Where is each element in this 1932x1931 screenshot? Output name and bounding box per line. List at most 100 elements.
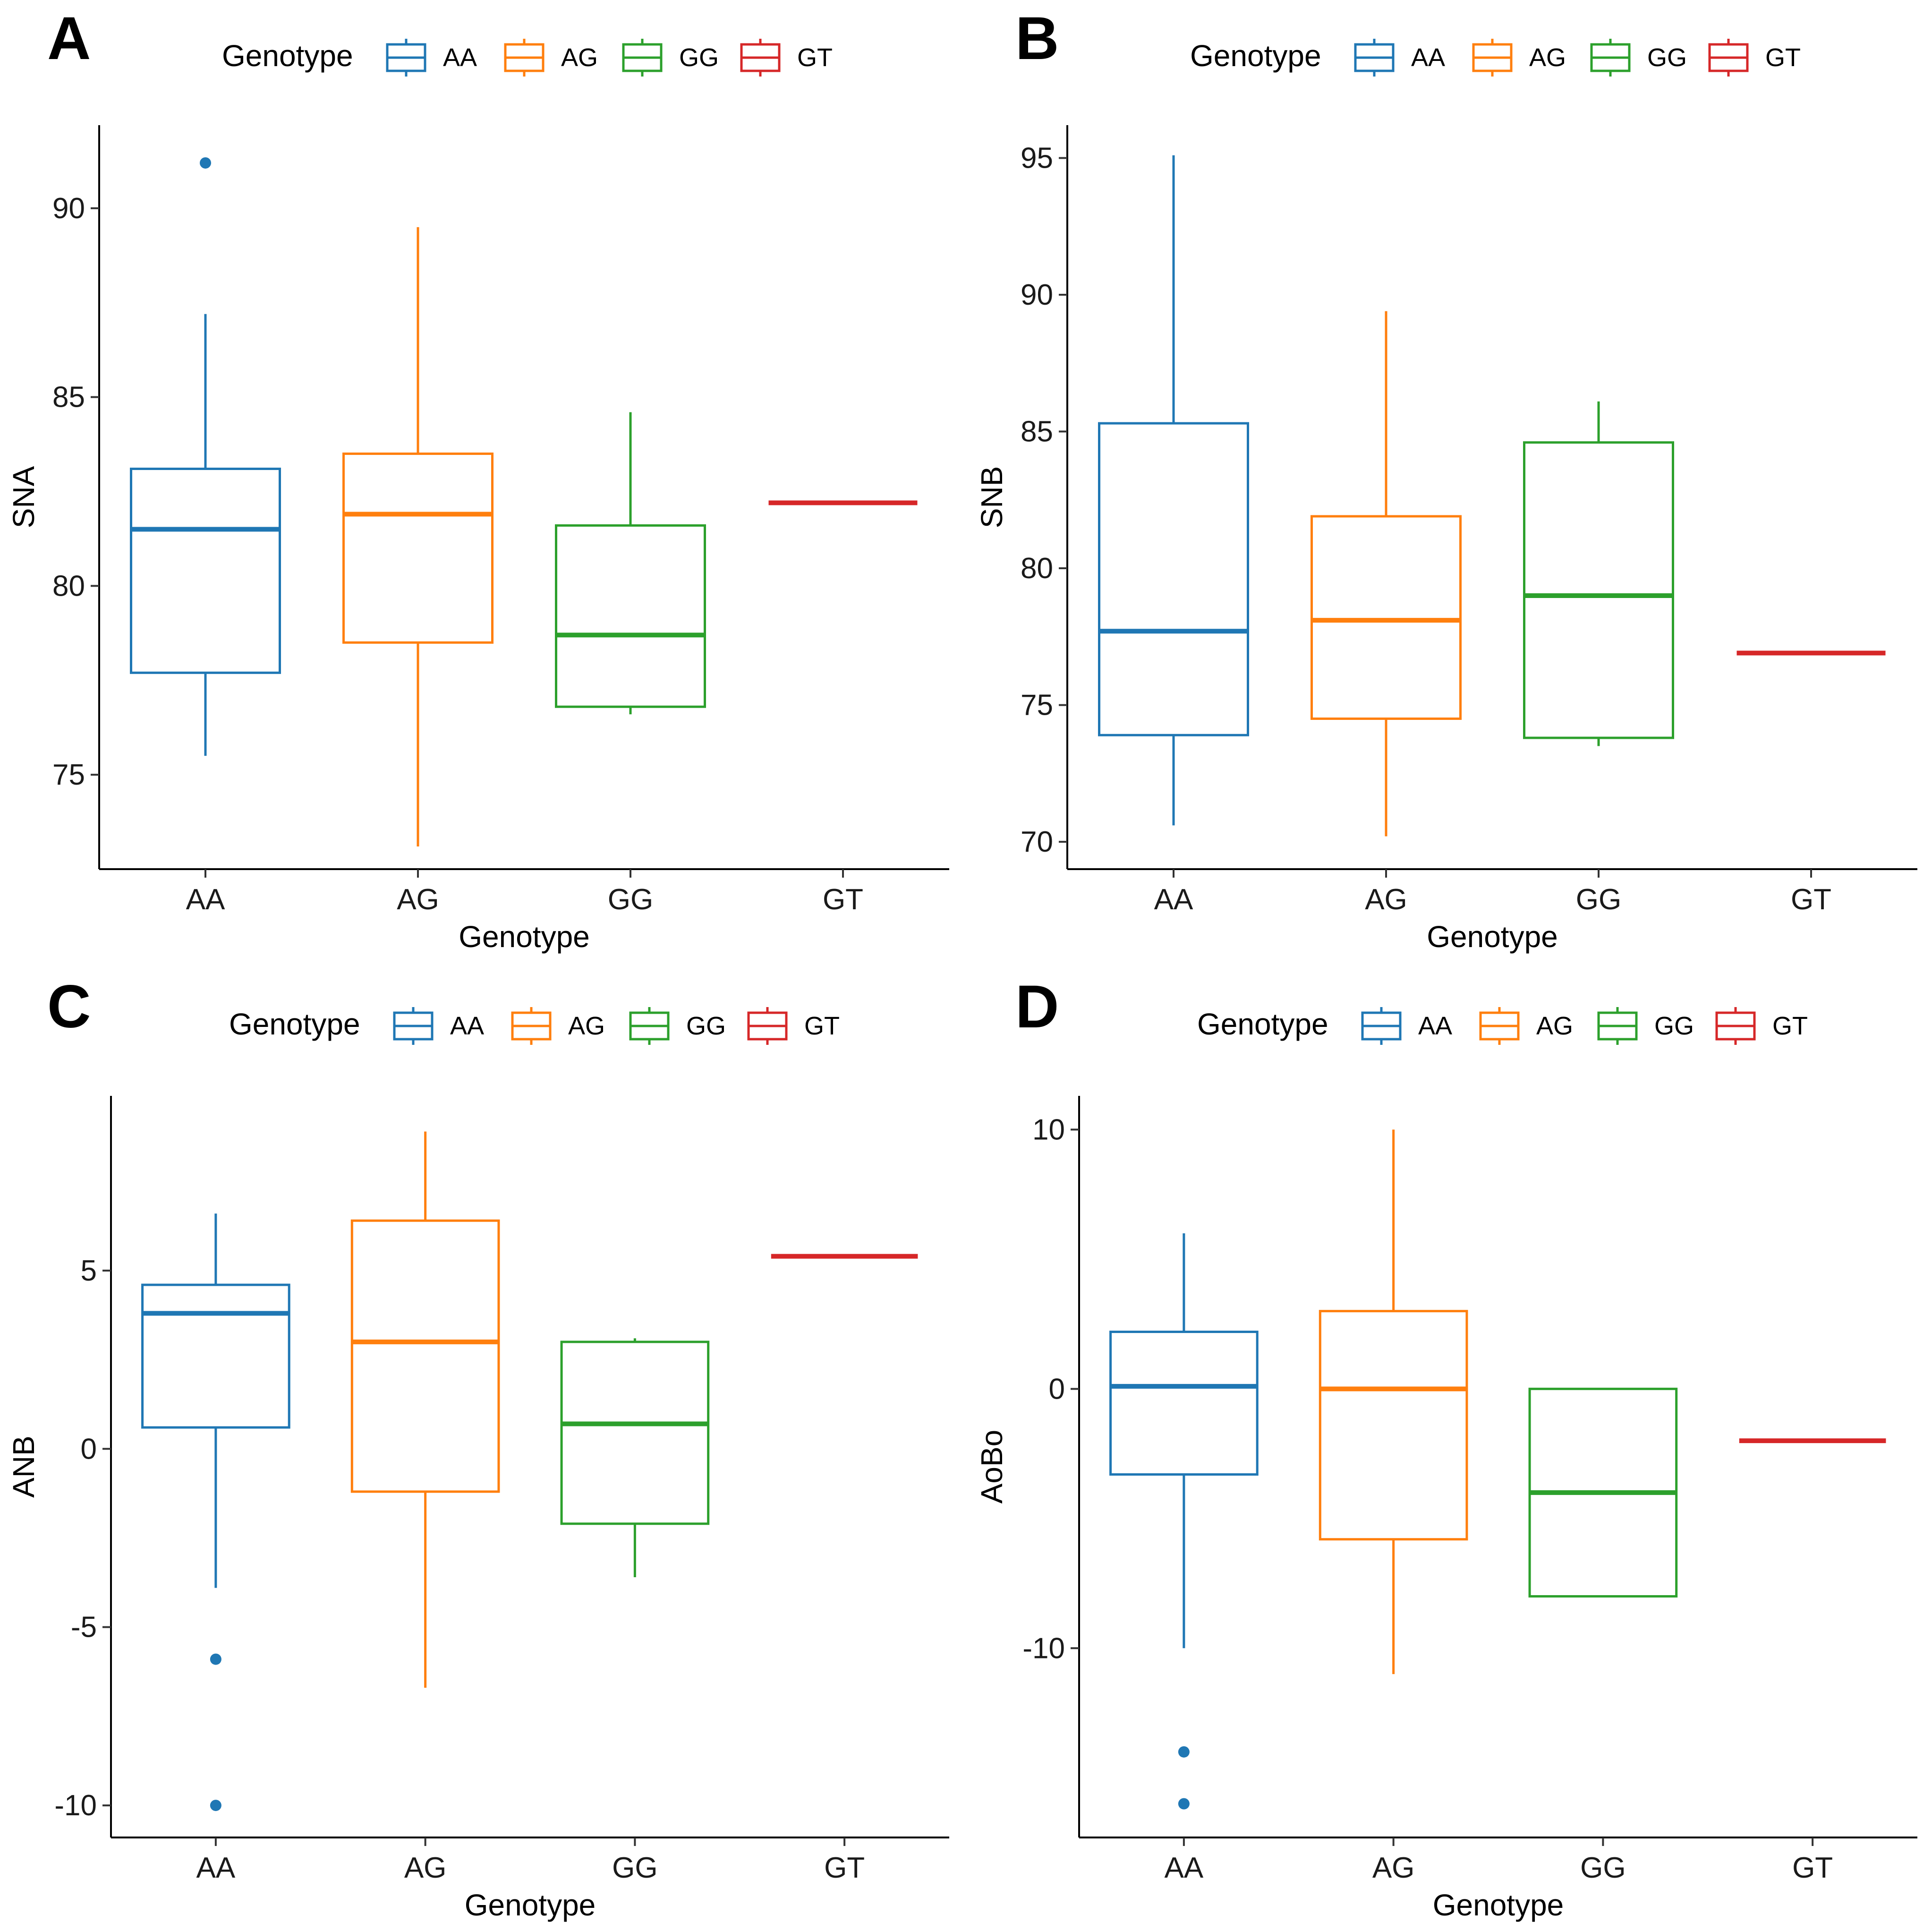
outlier-point <box>210 1800 221 1811</box>
x-axis-title: Genotype <box>1433 1888 1564 1922</box>
legend-key-ag <box>1472 39 1513 77</box>
y-tick-label: 10 <box>1032 1113 1065 1146</box>
y-tick-label: -10 <box>1022 1632 1065 1665</box>
outlier-point <box>200 157 211 169</box>
box-iqr <box>141 1283 290 1429</box>
legend-key-gg <box>629 1007 670 1045</box>
legend-title: Genotype <box>222 39 353 73</box>
outlier-point <box>210 1653 221 1665</box>
legend-label-ag: AG <box>561 43 598 72</box>
box-ag <box>1319 1129 1468 1675</box>
y-tick-label: 0 <box>1049 1373 1065 1405</box>
x-axis-title: Genotype <box>459 920 590 954</box>
x-tick-label: AG <box>1365 883 1407 916</box>
y-tick-label: 85 <box>1021 416 1053 448</box>
box-iqr <box>1098 422 1249 736</box>
legend-label-ag: AG <box>1529 43 1566 72</box>
y-tick-label: 85 <box>52 381 85 414</box>
y-tick-label: -5 <box>71 1611 97 1644</box>
box-iqr <box>555 524 706 708</box>
box-ag <box>342 227 494 847</box>
y-tick-label: 75 <box>1021 689 1053 722</box>
box-gg <box>555 412 706 715</box>
box-ag <box>350 1131 500 1688</box>
legend: Genotype AA AG GG GT <box>1190 39 1801 77</box>
legend: Genotype AA AG GG GT <box>1197 1007 1808 1045</box>
legend-label-gt: GT <box>804 1012 840 1040</box>
x-tick-label: AA <box>1154 883 1193 916</box>
legend-key-ag <box>504 39 545 77</box>
y-tick-label: 95 <box>1021 142 1053 174</box>
legend-key-gg <box>622 39 663 77</box>
legend-key-gt <box>1715 1007 1756 1045</box>
y-axis-title: SNB <box>975 466 1009 529</box>
x-tick-label: AG <box>1372 1852 1415 1884</box>
box-gg <box>1523 401 1674 746</box>
x-tick-label: AA <box>196 1852 236 1884</box>
legend-label-ag: AG <box>568 1012 605 1040</box>
x-tick-label: GG <box>1580 1852 1626 1884</box>
y-tick-label: 5 <box>81 1255 97 1287</box>
legend-label-gt: GT <box>1772 1012 1808 1040</box>
legend-key-aa <box>393 1007 434 1045</box>
panel-letter: A <box>47 5 91 72</box>
legend-label-gg: GG <box>679 43 719 72</box>
box-iqr <box>342 453 494 644</box>
x-tick-label: GT <box>824 1852 865 1884</box>
legend-key-gg <box>1590 39 1631 77</box>
legend-title: Genotype <box>229 1007 360 1041</box>
outlier-point <box>1178 1746 1190 1758</box>
box-aa <box>1098 155 1249 826</box>
legend-label-aa: AA <box>1411 43 1445 72</box>
legend-label-gg: GG <box>1647 43 1687 72</box>
panel-letter: D <box>1015 973 1059 1041</box>
box-aa <box>141 1213 290 1811</box>
y-axis-title: AoBo <box>975 1430 1009 1504</box>
legend: Genotype AA AG GG GT <box>229 1007 840 1045</box>
legend-label-gg: GG <box>686 1012 726 1040</box>
panel-letter: C <box>47 973 91 1041</box>
panel-letter: B <box>1015 5 1059 72</box>
box-iqr <box>130 468 281 674</box>
y-tick-label: 80 <box>1021 552 1053 585</box>
legend-label-gg: GG <box>1654 1012 1694 1040</box>
x-tick-label: GG <box>608 883 653 916</box>
x-tick-label: GT <box>823 883 863 916</box>
y-tick-label: 90 <box>1021 279 1053 311</box>
x-axis-title: Genotype <box>465 1888 596 1922</box>
x-tick-label: AA <box>186 883 225 916</box>
box-aa <box>1109 1233 1259 1810</box>
y-axis-title: SNA <box>7 466 41 528</box>
legend-key-aa <box>1361 1007 1402 1045</box>
x-tick-label: AA <box>1165 1852 1204 1884</box>
y-tick-label: 80 <box>52 570 85 602</box>
x-tick-label: AG <box>397 883 439 916</box>
legend-label-aa: AA <box>1418 1012 1452 1040</box>
x-tick-label: GT <box>1791 883 1831 916</box>
y-tick-label: 90 <box>52 192 85 225</box>
panel-d: D Genotype AA AG GG GT -10 0 10 AA AG GG GT Genotype A… <box>975 973 1917 1922</box>
panel-b: B Genotype AA AG GG GT 70 75 80 85 90 95 AA AG GG GT Gen… <box>975 5 1917 954</box>
legend-key-ag <box>511 1007 552 1045</box>
legend-label-gt: GT <box>1765 43 1801 72</box>
box-gg <box>560 1338 710 1577</box>
legend-title: Genotype <box>1190 39 1321 73</box>
y-tick-label: 70 <box>1021 826 1053 858</box>
x-tick-label: GG <box>612 1852 657 1884</box>
legend-key-gg <box>1597 1007 1638 1045</box>
y-tick-label: 75 <box>52 759 85 791</box>
box-iqr <box>560 1341 710 1525</box>
box-gg <box>1528 1387 1678 1598</box>
box-iqr <box>1319 1310 1468 1541</box>
box-iqr <box>350 1219 500 1493</box>
legend-key-gt <box>1708 39 1749 77</box>
y-tick-label: -10 <box>54 1789 97 1822</box>
legend-key-aa <box>386 39 426 77</box>
legend-label-ag: AG <box>1536 1012 1573 1040</box>
legend-title: Genotype <box>1197 1007 1328 1041</box>
box-iqr <box>1311 515 1462 720</box>
outlier-point <box>1178 1798 1190 1810</box>
legend-key-gt <box>740 39 781 77</box>
